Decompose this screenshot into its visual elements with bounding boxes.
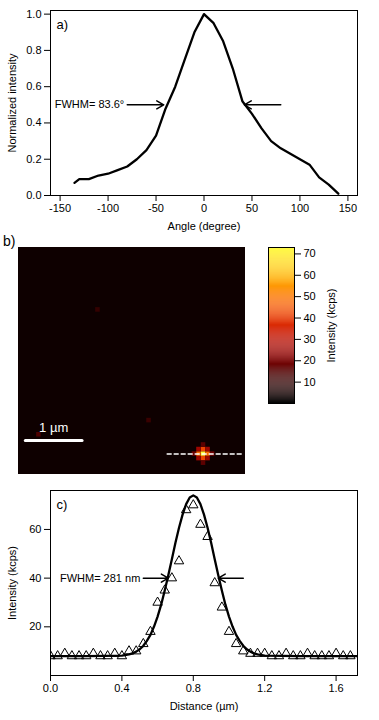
svg-text:1 µm: 1 µm	[39, 420, 68, 435]
svg-text:Angle (degree): Angle (degree)	[168, 220, 241, 232]
svg-text:0: 0	[201, 202, 207, 214]
html-text:b): b)	[3, 233, 16, 249]
svg-text:70: 70	[304, 247, 316, 259]
svg-text:Normalized intensity: Normalized intensity	[6, 53, 18, 153]
svg-text:-150: -150	[49, 202, 71, 214]
svg-text:0.8: 0.8	[26, 44, 41, 56]
svg-text:50: 50	[304, 290, 316, 302]
svg-text:20: 20	[304, 354, 316, 366]
svg-text:FWHM= 281 nm: FWHM= 281 nm	[60, 572, 140, 584]
svg-text:0.4: 0.4	[26, 116, 41, 128]
svg-text:0.6: 0.6	[26, 80, 41, 92]
svg-text:Intensity (kcps): Intensity (kcps)	[6, 546, 18, 620]
svg-text:0.0: 0.0	[26, 189, 41, 201]
svg-text:30: 30	[304, 333, 316, 345]
svg-text:1.2: 1.2	[257, 682, 272, 694]
svg-text:a): a)	[57, 17, 69, 32]
svg-text:60: 60	[304, 269, 316, 281]
svg-text:-100: -100	[97, 202, 119, 214]
svg-text:10: 10	[304, 376, 316, 388]
svg-text:c): c)	[57, 497, 68, 512]
svg-text:150: 150	[339, 202, 357, 214]
svg-text:1.6: 1.6	[328, 682, 343, 694]
svg-text:Intensity (kcps): Intensity (kcps)	[325, 289, 337, 363]
svg-text:40: 40	[304, 312, 316, 324]
svg-text:0.4: 0.4	[114, 682, 129, 694]
svg-text:20: 20	[29, 620, 41, 632]
svg-text:40: 40	[29, 572, 41, 584]
svg-text:100: 100	[291, 202, 309, 214]
svg-text:50: 50	[246, 202, 258, 214]
svg-text:Distance (µm): Distance (µm)	[170, 700, 239, 712]
svg-text:0.8: 0.8	[186, 682, 201, 694]
svg-text:0.0: 0.0	[43, 682, 58, 694]
svg-text:1.0: 1.0	[26, 8, 41, 20]
svg-text:0.2: 0.2	[26, 153, 41, 165]
svg-text:-50: -50	[148, 202, 164, 214]
svg-text:60: 60	[29, 523, 41, 535]
svg-text:FWHM= 83.6°: FWHM= 83.6°	[55, 98, 125, 110]
